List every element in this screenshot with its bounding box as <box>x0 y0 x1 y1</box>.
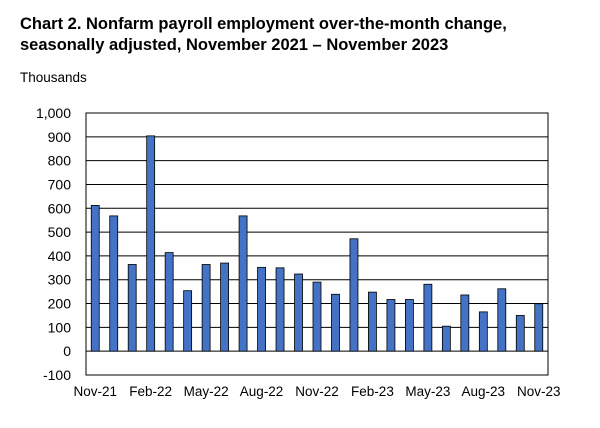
bar-Feb-23 <box>368 291 377 352</box>
x-tick-label: Aug-23 <box>462 384 506 399</box>
bar-Aug-22 <box>257 266 266 352</box>
bar-Jan-22 <box>127 264 137 352</box>
plot-frame <box>85 112 549 376</box>
y-tick-label: 1,000 <box>36 105 71 121</box>
y-tick-label: 100 <box>48 319 72 335</box>
x-tick-label: Aug-22 <box>240 384 284 399</box>
y-tick-label: 700 <box>48 176 72 192</box>
bar-Jun-23 <box>441 325 451 352</box>
chart-title-line-1: Chart 2. Nonfarm payroll employment over… <box>20 15 507 33</box>
bar-Sep-23 <box>497 288 507 352</box>
bar-Nov-21 <box>90 205 100 352</box>
y-tick-label: 800 <box>48 153 72 169</box>
bar-May-23 <box>423 283 433 352</box>
bar-Apr-22 <box>183 290 193 352</box>
chart-title: Chart 2. Nonfarm payroll employment over… <box>20 14 590 56</box>
y-tick-label: -100 <box>43 367 71 383</box>
x-tick-label: Nov-22 <box>295 384 339 399</box>
y-axis-ticks: -100 0 100 200 300 400 500 600 700 800 900 1,000 <box>36 105 71 383</box>
bar-Mar-22 <box>164 252 174 352</box>
y-tick-label: 600 <box>48 200 72 216</box>
x-tick-label: Feb-22 <box>129 384 172 399</box>
bar-Dec-21 <box>109 215 119 352</box>
bar-Oct-23 <box>515 315 525 352</box>
bar-Apr-23 <box>404 299 414 352</box>
x-tick-label: May-23 <box>405 384 450 399</box>
bar-Nov-22 <box>312 281 322 352</box>
x-tick-label: Nov-23 <box>517 384 561 399</box>
x-tick-label: Feb-23 <box>351 384 394 399</box>
y-tick-label: 300 <box>48 272 72 288</box>
bar-Dec-22 <box>331 293 340 352</box>
chart-title-line-2: seasonally adjusted, November 2021 – Nov… <box>20 36 449 54</box>
bar-May-22 <box>201 264 211 352</box>
bar-Oct-22 <box>294 273 303 352</box>
y-tick-label: 400 <box>48 248 72 264</box>
bar-Jul-22 <box>238 215 248 352</box>
bar-Nov-23 <box>534 303 544 352</box>
bar-Jun-22 <box>220 262 230 352</box>
y-tick-label: 500 <box>48 224 72 240</box>
y-tick-label: 0 <box>63 343 71 359</box>
x-tick-label: May-22 <box>184 384 229 399</box>
bar-Jul-23 <box>460 294 470 352</box>
bar-Sep-22 <box>275 267 285 352</box>
bars <box>90 135 544 352</box>
bar-Feb-22 <box>146 135 156 352</box>
y-tick-label: 900 <box>48 129 72 145</box>
x-axis-ticks: Nov-21 Feb-22 May-22 Aug-22 Nov-22 Feb-23 May-… <box>73 384 560 399</box>
x-tick-label: Nov-21 <box>73 384 117 399</box>
bar-Mar-23 <box>386 299 396 352</box>
y-axis-units-label: Thousands <box>20 70 87 85</box>
bar-Jan-23 <box>349 238 359 352</box>
bar-Aug-23 <box>478 311 488 352</box>
y-tick-label: 200 <box>48 296 72 312</box>
